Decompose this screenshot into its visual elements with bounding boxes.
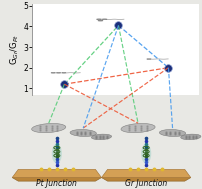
Point (116, 24, 120, 27)
Point (166, 66, 169, 69)
Ellipse shape (52, 144, 62, 163)
Y-axis label: G$_{Gr}$/G$_{Pt}$: G$_{Gr}$/G$_{Pt}$ (8, 33, 21, 65)
Point (62, 83, 66, 86)
Polygon shape (12, 169, 101, 178)
Polygon shape (101, 169, 190, 178)
Text: Gr Junction: Gr Junction (124, 179, 166, 188)
Ellipse shape (120, 123, 154, 133)
Ellipse shape (70, 129, 96, 136)
Ellipse shape (159, 129, 185, 136)
Ellipse shape (180, 134, 200, 140)
Text: Pt Junction: Pt Junction (36, 179, 77, 188)
Ellipse shape (140, 144, 150, 163)
Polygon shape (101, 178, 190, 181)
Ellipse shape (91, 134, 111, 140)
Polygon shape (12, 178, 101, 181)
Ellipse shape (32, 123, 65, 133)
